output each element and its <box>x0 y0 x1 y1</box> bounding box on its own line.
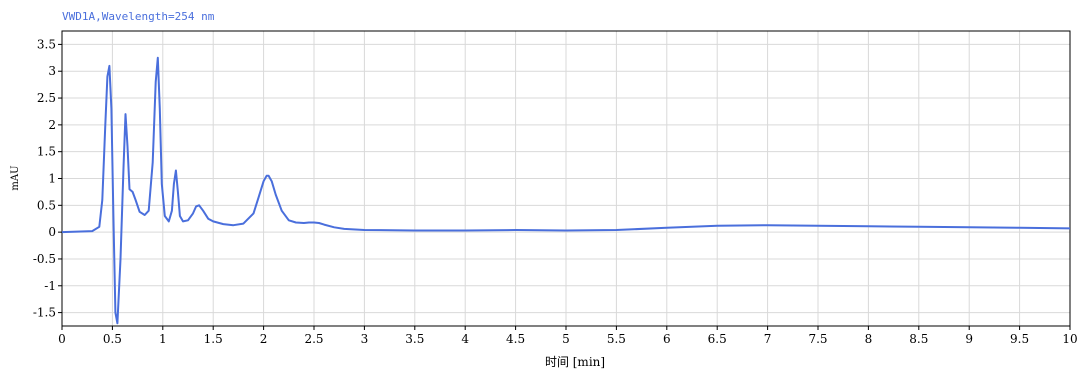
y-tick-label: -1 <box>44 279 56 293</box>
x-tick-label: 3 <box>361 332 369 346</box>
x-tick-label: 4 <box>461 332 469 346</box>
x-tick-label: 3.5 <box>405 332 424 346</box>
x-tick-label: 8.5 <box>909 332 928 346</box>
y-tick-label: -0.5 <box>33 252 56 266</box>
y-axis: -1.5 -1 -0.5 0 0.5 1 1.5 2 2.5 3 3.5 <box>33 37 62 320</box>
x-tick-label: 7.5 <box>808 332 827 346</box>
x-tick-label: 1.5 <box>204 332 223 346</box>
x-tick-label: 6 <box>663 332 671 346</box>
x-tick-label: 2 <box>260 332 268 346</box>
x-tick-label: 0 <box>58 332 66 346</box>
y-tick-label: 0 <box>48 225 56 239</box>
y-tick-label: 2.5 <box>37 91 56 105</box>
y-tick-label: 2 <box>48 118 56 132</box>
x-tick-label: 8 <box>865 332 873 346</box>
y-tick-label: 1 <box>48 172 56 186</box>
y-tick-label: -1.5 <box>33 306 56 320</box>
x-tick-label: 5.5 <box>607 332 626 346</box>
series-line <box>61 56 1071 325</box>
y-tick-label: 3.5 <box>37 37 56 51</box>
x-tick-label: 6.5 <box>708 332 727 346</box>
x-tick-label: 9 <box>965 332 973 346</box>
x-tick-label: 1 <box>159 332 167 346</box>
y-axis-label: mAU <box>10 165 21 190</box>
x-tick-label: 4.5 <box>506 332 525 346</box>
grid-lines <box>61 31 1071 326</box>
x-axis: 0 0.5 1 1.5 2 2.5 3 3.5 4 4.5 5 5.5 6 6.5 7 7.5 8 8.5 9 9.5… <box>58 326 1078 346</box>
x-tick-label: 10 <box>1062 332 1077 346</box>
chart-title: VWD1A,Wavelength=254 nm <box>62 10 215 23</box>
x-axis-label: 时间 [min] <box>545 355 605 369</box>
x-tick-label: 5 <box>562 332 570 346</box>
y-tick-label: 0.5 <box>37 198 56 212</box>
x-tick-label: 9.5 <box>1010 332 1029 346</box>
x-tick-label: 2.5 <box>304 332 323 346</box>
y-tick-label: 1.5 <box>37 145 56 159</box>
y-tick-label: 3 <box>48 64 56 78</box>
x-tick-label: 0.5 <box>103 332 122 346</box>
x-tick-label: 7 <box>764 332 772 346</box>
